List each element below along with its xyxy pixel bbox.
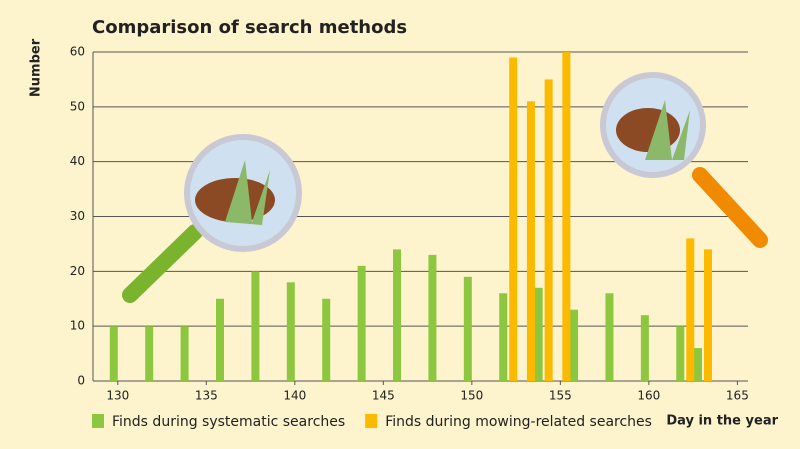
x-tick-label: 145: [372, 389, 395, 403]
x-axis-label: Day in the year: [666, 414, 778, 429]
magnifier-left: [122, 134, 302, 303]
bar: [605, 293, 614, 381]
bar: [640, 315, 649, 381]
chart-title: Comparison of search methods: [92, 17, 407, 38]
bar: [322, 298, 331, 381]
bar: [676, 326, 685, 381]
y-tick-label: 40: [70, 154, 85, 168]
bar: [393, 249, 402, 381]
x-tick-label: 135: [195, 389, 218, 403]
y-tick-label: 30: [70, 209, 85, 223]
bar: [509, 57, 518, 381]
legend-label: Finds during mowing-related searches: [385, 414, 652, 430]
y-tick-label: 20: [70, 264, 85, 278]
x-tick-label: 155: [549, 389, 572, 403]
y-tick-label: 10: [70, 319, 85, 333]
bar: [544, 79, 553, 382]
legend: Finds during systematic searches Finds du…: [92, 414, 652, 430]
bar: [145, 326, 154, 381]
x-tick-label: 150: [460, 389, 483, 403]
bar: [499, 293, 508, 381]
magnifier-right: [600, 72, 768, 248]
bar: [109, 326, 118, 381]
y-tick-label: 50: [70, 99, 85, 113]
legend-swatch: [92, 414, 104, 428]
bar: [534, 287, 543, 381]
x-tick-label: 165: [726, 389, 749, 403]
bar: [562, 52, 571, 381]
x-tick-label: 140: [283, 389, 306, 403]
bar: [251, 271, 260, 381]
y-tick-label: 0: [77, 374, 85, 388]
bar: [180, 326, 189, 381]
bar: [686, 238, 695, 381]
x-tick-label: 130: [106, 389, 129, 403]
bar: [357, 265, 366, 381]
bar: [286, 282, 295, 381]
y-axis-label: Number: [29, 38, 44, 97]
bar: [526, 101, 535, 381]
legend-swatch: [365, 414, 378, 428]
bar: [463, 276, 472, 381]
bar: [693, 348, 702, 381]
bar: [216, 298, 224, 381]
bar: [570, 309, 579, 381]
x-tick-label: 160: [637, 389, 660, 403]
legend-label: Finds during systematic searches: [112, 414, 345, 430]
bar: [428, 254, 437, 381]
bar: [703, 249, 712, 381]
y-tick-label: 60: [70, 45, 85, 59]
